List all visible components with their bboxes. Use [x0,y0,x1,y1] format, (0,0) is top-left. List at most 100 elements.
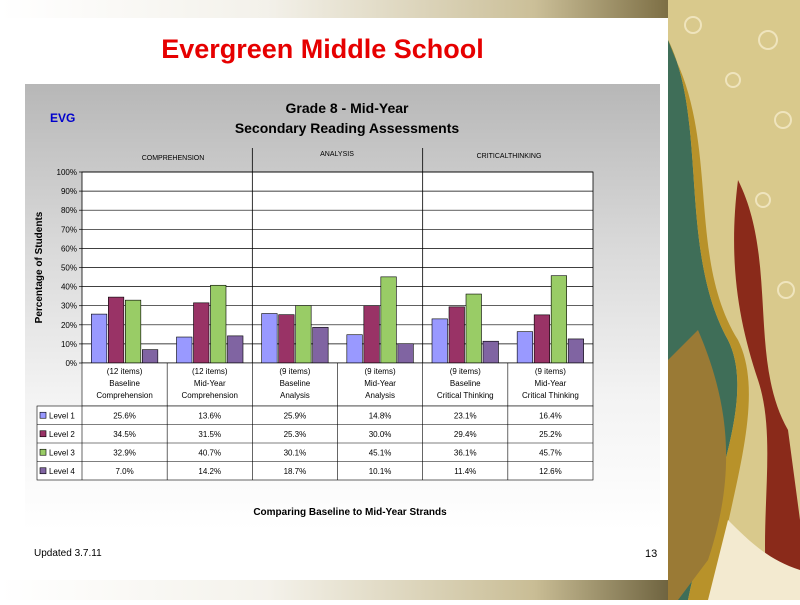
data-label: 31.5% [198,430,221,439]
bar [550,275,567,364]
data-label: 13.6% [198,411,221,420]
bar [380,276,397,364]
data-label: 25.3% [284,430,307,439]
chart-panel: EVG Grade 8 - Mid-Year Secondary Reading A… [25,84,660,530]
bar [465,293,482,364]
section-label: COMPREHENSION [142,155,205,162]
bar [312,326,329,364]
slide-title: Evergreen Middle School [161,34,484,64]
category-label: Baseline [450,379,481,388]
y-tick-label: 0% [65,359,77,368]
data-label: 18.7% [284,467,307,476]
y-tick-label: 10% [61,340,77,349]
bottom-decor-bar [0,580,668,600]
bar [567,338,584,364]
category-label: (9 items) [365,367,396,376]
data-label: 45.1% [369,448,392,457]
category-label: (12 items) [107,367,143,376]
category-label: Critical Thinking [437,391,494,400]
category-label: (9 items) [279,367,310,376]
bar [176,336,193,364]
legend-swatch [39,430,47,438]
data-label: 7.0% [115,467,133,476]
legend-swatch [39,448,47,456]
x-axis-label: Comparing Baseline to Mid-Year Strands [253,507,447,518]
legend-label: Level 3 [49,448,75,457]
data-label: 10.1% [369,467,392,476]
bar [448,306,465,364]
bar [261,313,278,364]
data-label: 30.0% [369,430,392,439]
legend-label: Level 4 [49,467,75,476]
category-label: Analysis [365,391,395,400]
data-label: 25.9% [284,411,307,420]
data-label: 16.4% [539,411,562,420]
bar [108,296,125,364]
category-label: Baseline [280,379,311,388]
section-label: CRITICALTHINKING [477,153,542,160]
category-label: (9 items) [535,367,566,376]
data-label: 32.9% [113,448,136,457]
y-tick-label: 40% [61,283,77,292]
bar [431,318,448,364]
bar [295,305,312,364]
bar [363,305,380,364]
chart-subtitle: Secondary Reading Assessments [235,120,460,136]
bar [533,314,550,364]
decorative-side-panel [668,0,800,600]
category-label: Analysis [280,391,310,400]
category-label: Mid-Year [364,379,396,388]
y-tick-label: 100% [57,168,77,177]
legend-label: Level 2 [49,430,75,439]
category-label: Mid-Year [194,379,226,388]
category-label: (9 items) [450,367,481,376]
y-tick-label: 60% [61,244,77,253]
category-label: Mid-Year [535,379,567,388]
y-tick-label: 80% [61,206,77,215]
category-label: Baseline [109,379,140,388]
category-label: Comprehension [96,391,152,400]
y-tick-label: 70% [61,225,77,234]
y-axis-label: Percentage of Students [34,211,45,323]
data-label: 30.1% [284,448,307,457]
y-tick-label: 50% [61,264,77,273]
y-tick-label: 20% [61,321,77,330]
top-decor-bar [0,0,668,18]
bar [278,314,295,364]
data-label: 45.7% [539,448,562,457]
bar-chart: EVG Grade 8 - Mid-Year Secondary Reading A… [34,100,594,518]
legend-swatch [39,467,47,475]
bar [227,335,244,364]
category-label: Critical Thinking [522,391,579,400]
data-label: 25.6% [113,411,136,420]
bar [125,299,142,364]
bar [346,334,363,364]
legend-swatch [39,411,47,419]
bar [397,343,414,364]
bar [142,349,159,364]
data-label: 34.5% [113,430,136,439]
section-label: ANALYSIS [320,151,354,158]
page-number: 13 [645,548,658,560]
y-tick-label: 30% [61,302,77,311]
category-label: Comprehension [182,391,238,400]
chart-title: Grade 8 - Mid-Year [286,100,409,116]
y-tick-label: 90% [61,187,77,196]
updated-date: Updated 3.7.11 [34,548,102,559]
bar [482,340,499,364]
data-label: 12.6% [539,467,562,476]
data-label: 14.2% [198,467,221,476]
legend-label: Level 1 [49,411,75,420]
bar [516,331,533,364]
category-label: (12 items) [192,367,228,376]
data-label: 14.8% [369,411,392,420]
data-label: 23.1% [454,411,477,420]
bar [210,284,227,364]
bar [193,302,210,364]
data-label: 11.4% [454,467,476,476]
chart-tag: EVG [50,111,75,125]
data-label: 29.4% [454,430,477,439]
data-label: 25.2% [539,430,562,439]
data-label: 36.1% [454,448,477,457]
bar [91,313,108,364]
